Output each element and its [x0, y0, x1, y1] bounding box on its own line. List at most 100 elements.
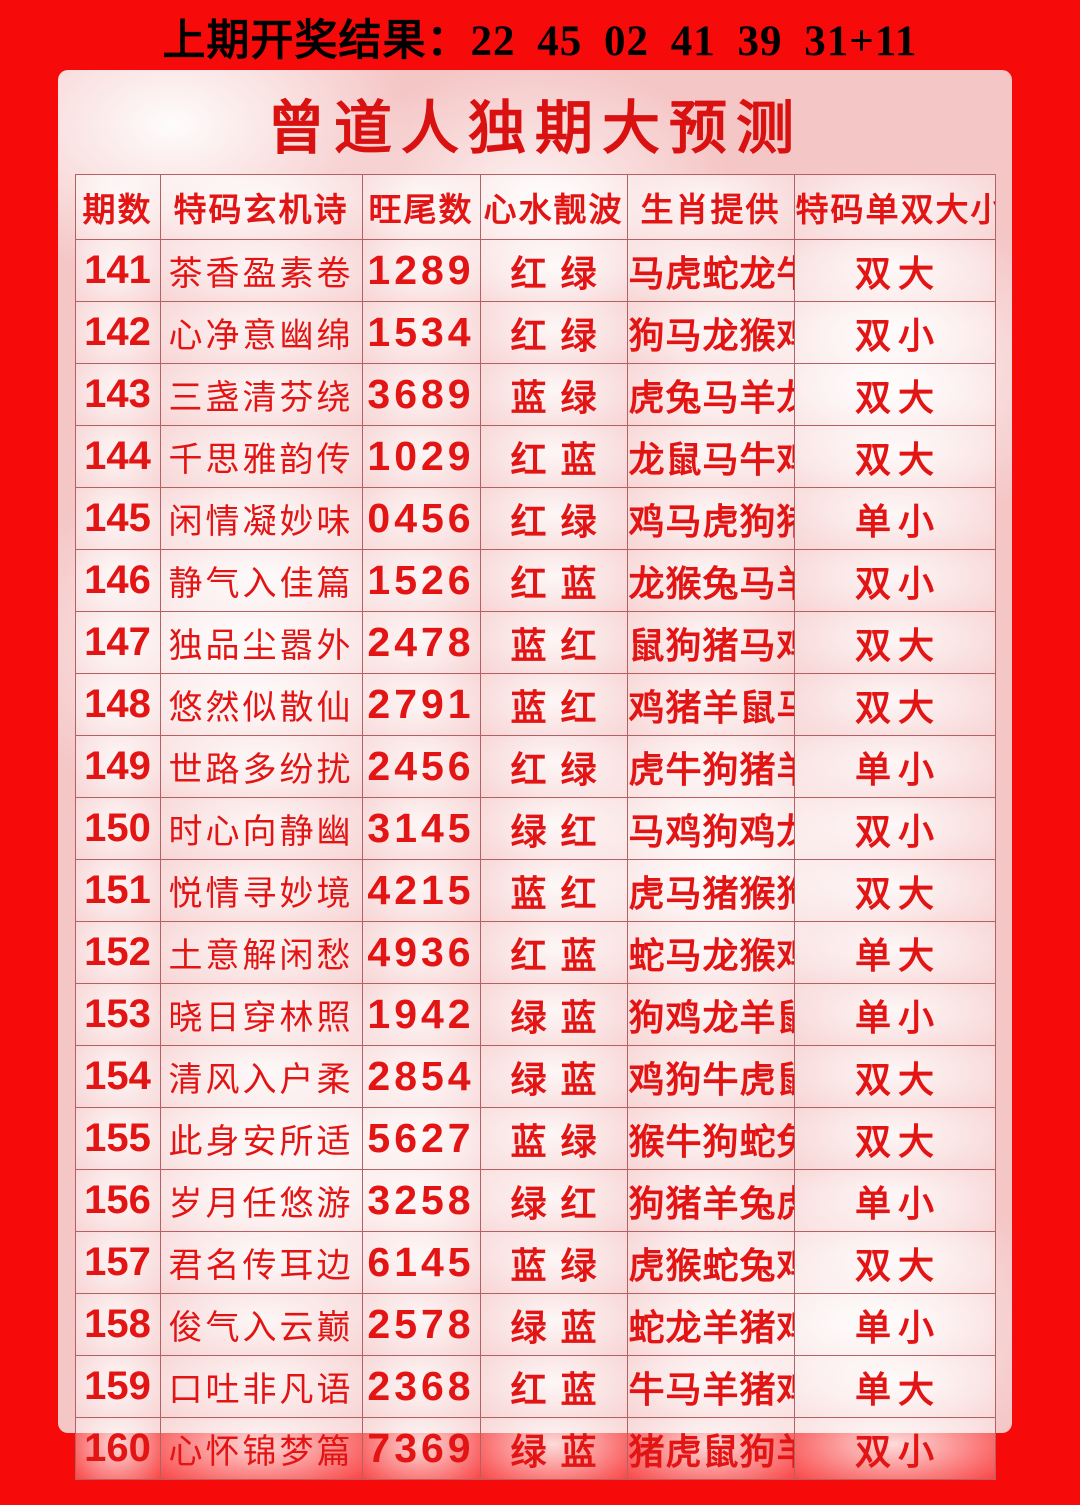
period-cell: 151 — [74, 859, 161, 922]
table-row: 145 闲情凝妙味 0456 红绿 鸡马虎狗猪 单小 — [74, 487, 996, 550]
poem-cell: 独品尘嚣外 — [159, 611, 363, 674]
poem-cell: 晓日穿林照 — [159, 983, 363, 1046]
table-row: 148 悠然似散仙 2791 蓝红 鸡猪羊鼠马 双大 — [74, 673, 996, 736]
table-row: 157 君名传耳边 6145 蓝绿 虎猴蛇兔鸡 双大 — [74, 1231, 996, 1294]
wave-cell: 红绿 — [479, 301, 628, 364]
period-cell: 157 — [74, 1231, 161, 1294]
period-cell: 143 — [74, 363, 161, 426]
poem-cell: 此身安所适 — [159, 1107, 363, 1170]
poem-cell: 悦情寻妙境 — [159, 859, 363, 922]
prediction-cell: 双小 — [793, 301, 996, 364]
tails-cell: 2478 — [361, 611, 481, 674]
zodiacs-cell: 鸡狗牛虎鼠 — [626, 1045, 795, 1108]
zodiacs-cell: 虎牛狗猪羊 — [626, 735, 795, 798]
previous-draw-result-banner: 上期开奖结果：22 45 02 41 39 31+11 — [162, 18, 918, 65]
zodiacs-cell: 猪虎鼠狗羊 — [626, 1417, 795, 1480]
wave-cell: 绿红 — [479, 797, 628, 860]
prediction-cell: 双大 — [793, 859, 996, 922]
wave-cell: 蓝绿 — [479, 1107, 628, 1170]
zodiacs-cell: 狗马龙猴鸡 — [626, 301, 795, 364]
table-row: 151 悦情寻妙境 4215 蓝红 虎马猪猴狗 双大 — [74, 859, 996, 922]
period-cell: 149 — [74, 735, 161, 798]
table-row: 144 千思雅韵传 1029 红蓝 龙鼠马牛鸡 双大 — [74, 425, 996, 488]
period-cell: 158 — [74, 1293, 161, 1356]
table-row: 142 心净意幽绵 1534 红绿 狗马龙猴鸡 双小 — [74, 301, 996, 364]
zodiacs-cell: 龙猴兔马羊 — [626, 549, 795, 612]
table-row: 159 口吐非凡语 2368 红蓝 牛马羊猪鸡 单大 — [74, 1355, 996, 1418]
tails-cell: 1942 — [361, 983, 481, 1046]
table-row: 158 俊气入云巅 2578 绿蓝 蛇龙羊猪鸡 单小 — [74, 1293, 996, 1356]
zodiacs-cell: 狗猪羊兔虎 — [626, 1169, 795, 1232]
tails-cell: 3689 — [361, 363, 481, 426]
zodiacs-cell: 马虎蛇龙牛 — [626, 239, 795, 302]
poem-cell: 君名传耳边 — [159, 1231, 363, 1294]
period-cell: 145 — [74, 487, 161, 550]
period-cell: 160 — [74, 1417, 161, 1480]
wave-cell: 绿蓝 — [479, 1417, 628, 1480]
tails-cell: 1289 — [361, 239, 481, 302]
tails-cell: 6145 — [361, 1231, 481, 1294]
header-poem: 特码玄机诗 — [159, 174, 363, 240]
period-cell: 153 — [74, 983, 161, 1046]
wave-cell: 红蓝 — [479, 1355, 628, 1418]
zodiacs-cell: 虎猴蛇兔鸡 — [626, 1231, 795, 1294]
prediction-cell: 双大 — [793, 1045, 996, 1108]
prediction-table: 期数 特码玄机诗 旺尾数 心水靓波 生肖提供 特码单双大小 141 茶香盈素卷 … — [74, 174, 996, 1480]
tails-cell: 7369 — [361, 1417, 481, 1480]
wave-cell: 红蓝 — [479, 549, 628, 612]
wave-cell: 绿蓝 — [479, 1293, 628, 1356]
prediction-cell: 双小 — [793, 797, 996, 860]
prediction-cell: 双大 — [793, 673, 996, 736]
period-cell: 144 — [74, 425, 161, 488]
table-row: 146 静气入佳篇 1526 红蓝 龙猴兔马羊 双小 — [74, 549, 996, 612]
period-cell: 141 — [74, 239, 161, 302]
poem-cell: 心怀锦梦篇 — [159, 1417, 363, 1480]
prediction-cell: 双大 — [793, 425, 996, 488]
wave-cell: 红绿 — [479, 487, 628, 550]
zodiacs-cell: 鼠狗猪马鸡 — [626, 611, 795, 674]
table-row: 143 三盏清芬绕 3689 蓝绿 虎兔马羊龙 双大 — [74, 363, 996, 426]
poem-cell: 时心向静幽 — [159, 797, 363, 860]
prediction-cell: 双大 — [793, 1231, 996, 1294]
header-tails: 旺尾数 — [361, 174, 481, 240]
zodiacs-cell: 牛马羊猪鸡 — [626, 1355, 795, 1418]
period-cell: 159 — [74, 1355, 161, 1418]
poem-cell: 千思雅韵传 — [159, 425, 363, 488]
prediction-cell: 双大 — [793, 363, 996, 426]
prediction-cell: 双大 — [793, 239, 996, 302]
period-cell: 150 — [74, 797, 161, 860]
prediction-cell: 单小 — [793, 487, 996, 550]
page-title: 曾道人独期大预测 — [266, 96, 803, 161]
zodiacs-cell: 蛇龙羊猪鸡 — [626, 1293, 795, 1356]
tails-cell: 2791 — [361, 673, 481, 736]
poem-cell: 口吐非凡语 — [159, 1355, 363, 1418]
prediction-cell: 双大 — [793, 611, 996, 674]
prediction-cell: 单大 — [793, 921, 996, 984]
table-row: 156 岁月任悠游 3258 绿红 狗猪羊兔虎 单小 — [74, 1169, 996, 1232]
period-cell: 156 — [74, 1169, 161, 1232]
header-wave: 心水靓波 — [479, 174, 628, 240]
tails-cell: 1534 — [361, 301, 481, 364]
table-header-row: 期数 特码玄机诗 旺尾数 心水靓波 生肖提供 特码单双大小 — [74, 174, 996, 240]
wave-cell: 红绿 — [479, 239, 628, 302]
poem-cell: 清风入户柔 — [159, 1045, 363, 1108]
prediction-cell: 单小 — [793, 735, 996, 798]
table-body: 141 茶香盈素卷 1289 红绿 马虎蛇龙牛 双大 142 心净意幽绵 153… — [74, 239, 996, 1480]
header-zodiacs: 生肖提供 — [626, 174, 795, 240]
table-row: 150 时心向静幽 3145 绿红 马鸡狗鸡龙 双小 — [74, 797, 996, 860]
wave-cell: 蓝红 — [479, 673, 628, 736]
tails-cell: 0456 — [361, 487, 481, 550]
zodiacs-cell: 鸡猪羊鼠马 — [626, 673, 795, 736]
table-row: 147 独品尘嚣外 2478 蓝红 鼠狗猪马鸡 双大 — [74, 611, 996, 674]
prediction-cell: 双小 — [793, 549, 996, 612]
poem-cell: 静气入佳篇 — [159, 549, 363, 612]
header-period: 期数 — [74, 174, 161, 240]
zodiacs-cell: 龙鼠马牛鸡 — [626, 425, 795, 488]
zodiacs-cell: 虎兔马羊龙 — [626, 363, 795, 426]
tails-cell: 3258 — [361, 1169, 481, 1232]
poem-cell: 悠然似散仙 — [159, 673, 363, 736]
period-cell: 147 — [74, 611, 161, 674]
poem-cell: 岁月任悠游 — [159, 1169, 363, 1232]
wave-cell: 蓝绿 — [479, 1231, 628, 1294]
zodiacs-cell: 猴牛狗蛇兔 — [626, 1107, 795, 1170]
